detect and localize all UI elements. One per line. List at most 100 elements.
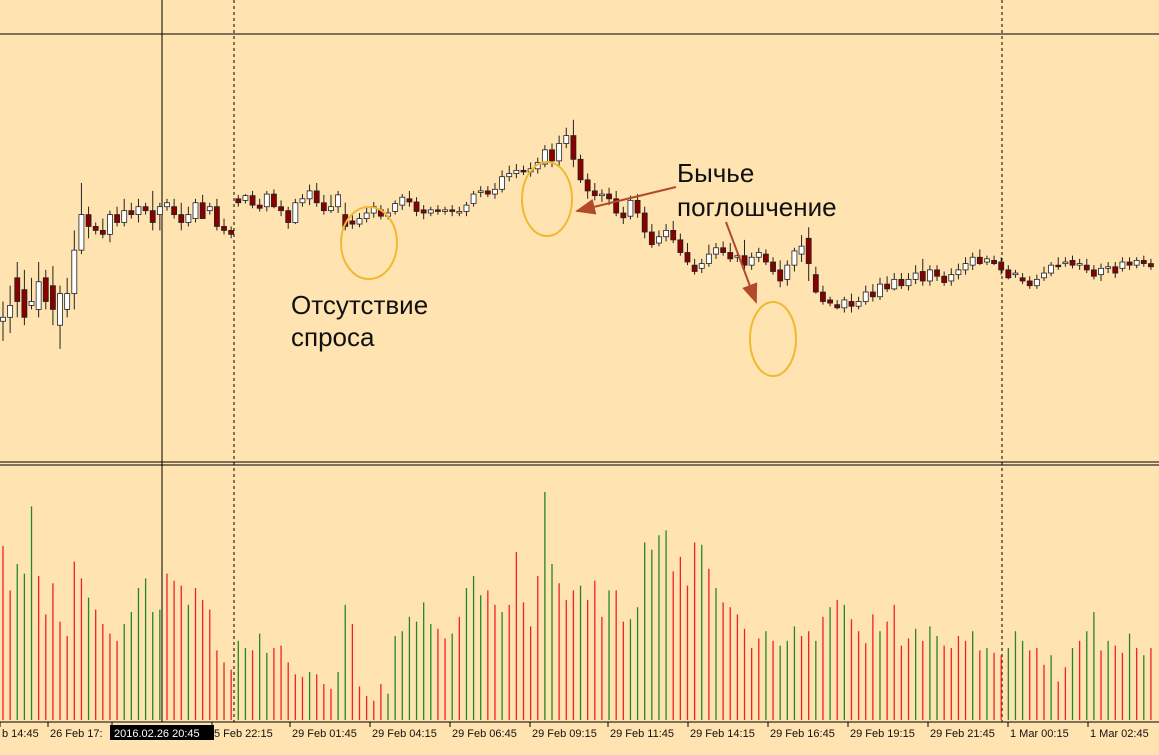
bear-candle	[549, 149, 555, 162]
bull-candle	[185, 214, 192, 223]
cursor-time-label-bg	[110, 725, 214, 740]
bear-candle	[1069, 260, 1076, 266]
bear-candle	[763, 253, 769, 263]
bull-candle	[962, 263, 969, 271]
x-tick-label: 29 Feb 01:45	[292, 728, 357, 740]
bull-candle	[335, 194, 342, 208]
bull-candle	[513, 169, 520, 174]
bull-candle	[541, 149, 548, 165]
bear-candle	[42, 277, 49, 302]
bull-candle	[427, 209, 434, 214]
bear-candle	[14, 277, 21, 302]
bull-candle	[1062, 261, 1069, 264]
x-tick-label: 29 Feb 19:15	[850, 728, 915, 740]
bear-candle	[235, 198, 242, 204]
bear-candle	[435, 209, 441, 212]
bull-candle	[1119, 261, 1126, 269]
bear-candle	[684, 252, 691, 263]
bull-candle	[1012, 272, 1019, 276]
bear-candle	[727, 252, 734, 260]
bear-candle	[919, 271, 926, 282]
bull-candle	[156, 206, 163, 215]
bull-candle	[192, 202, 199, 219]
bear-candle	[1140, 260, 1147, 264]
x-tick-label: 29 Feb 11:45	[610, 728, 674, 740]
no-demand-label-1: Отсутствие	[291, 290, 428, 320]
bear-candle	[1005, 269, 1012, 279]
bull-candle	[399, 196, 406, 206]
bear-candle	[834, 304, 841, 309]
bull-candle	[64, 293, 71, 310]
bear-candle	[848, 301, 855, 307]
bull-candle	[71, 249, 78, 294]
bear-candle	[941, 275, 948, 283]
x-tick-label: 1 Mar 00:15	[1010, 728, 1069, 740]
bear-candle	[720, 247, 727, 253]
bear-candle	[1026, 280, 1033, 287]
bear-candle	[827, 299, 833, 304]
bull-candle	[263, 193, 270, 208]
bear-candle	[313, 190, 320, 204]
bull-candle	[713, 247, 719, 255]
bullish-engulfing-label-1: Бычье	[677, 158, 754, 188]
bear-candle	[898, 278, 905, 287]
bull-candle	[107, 214, 113, 235]
bear-candle	[584, 179, 591, 192]
x-tick-label: 1 Mar 02:45	[1090, 728, 1149, 740]
bull-candle	[905, 278, 912, 287]
bull-candle	[1033, 278, 1040, 287]
x-tick-label: 29 Feb 16:45	[770, 728, 835, 740]
bear-candle	[570, 135, 577, 160]
bear-candle	[149, 210, 156, 223]
bear-candle	[934, 269, 940, 277]
bull-candle	[599, 193, 605, 197]
bear-candle	[50, 285, 56, 310]
bull-candle	[28, 301, 35, 306]
bear-candle	[228, 229, 235, 235]
bear-candle	[278, 206, 284, 212]
bull-candle	[855, 301, 862, 307]
bull-candle	[1076, 263, 1083, 266]
bear-candle	[805, 237, 812, 264]
bull-candle	[356, 218, 363, 225]
bear-candle	[520, 169, 527, 173]
x-tick-label: 29 Feb 09:15	[532, 728, 597, 740]
bear-candle	[413, 201, 420, 212]
x-tick-label: b 14:45	[2, 728, 39, 740]
bull-candle	[705, 253, 712, 264]
bull-candle	[748, 256, 755, 266]
bear-candle	[869, 291, 876, 298]
bull-candle	[242, 195, 249, 201]
bull-candle	[663, 229, 669, 238]
bull-candle	[164, 202, 170, 208]
bear-candle	[670, 229, 677, 241]
cursor-time-label: 2016.02.26 20:45	[114, 728, 200, 740]
x-tick-label: 26 Feb 17:	[50, 728, 103, 740]
bull-candle	[206, 206, 213, 212]
bear-candle	[613, 198, 620, 214]
bull-candle	[984, 258, 990, 263]
bear-candle	[591, 190, 598, 197]
arrow-to-second-engulfing	[725, 221, 758, 304]
bull-candle	[470, 193, 477, 204]
bull-candle	[1105, 266, 1112, 269]
bear-candle	[884, 283, 891, 290]
bear-candle	[221, 226, 227, 231]
bear-candle	[114, 214, 120, 223]
x-tick-label: 29 Feb 06:45	[452, 728, 517, 740]
no-demand-label-2: спроса	[291, 322, 375, 352]
bull-candle	[442, 209, 448, 212]
bear-candle	[406, 198, 413, 203]
bear-candle	[1112, 266, 1119, 274]
bull-candle	[463, 204, 470, 212]
bear-candle	[271, 193, 277, 208]
bear-candle	[256, 204, 263, 209]
bull-candle	[791, 250, 798, 266]
bull-candle	[556, 143, 563, 162]
x-tick-label: 5 Feb 22:15	[214, 728, 273, 740]
bear-candle	[21, 289, 28, 318]
bear-candle	[998, 261, 1005, 271]
bear-candle	[741, 255, 748, 266]
bull-candle	[306, 190, 313, 200]
bull-candle	[78, 214, 85, 251]
